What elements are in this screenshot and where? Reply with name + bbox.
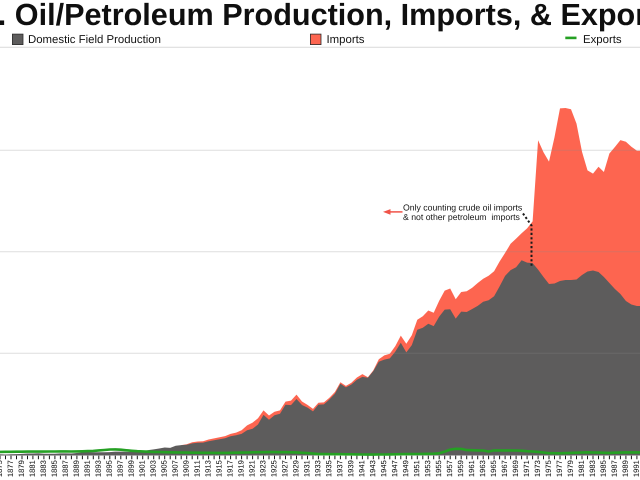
svg-text:& not other petroleum imports: & not other petroleum imports	[403, 212, 521, 222]
svg-text:Domestic Field Production: Domestic Field Production	[28, 34, 161, 46]
svg-text:Only counting crude oil import: Only counting crude oil imports	[403, 202, 523, 212]
svg-text:U.S. Oil/Petroleum Production,: U.S. Oil/Petroleum Production, Imports, …	[0, 0, 640, 32]
svg-text:Imports: Imports	[327, 34, 365, 46]
svg-text:Exports: Exports	[583, 34, 622, 46]
